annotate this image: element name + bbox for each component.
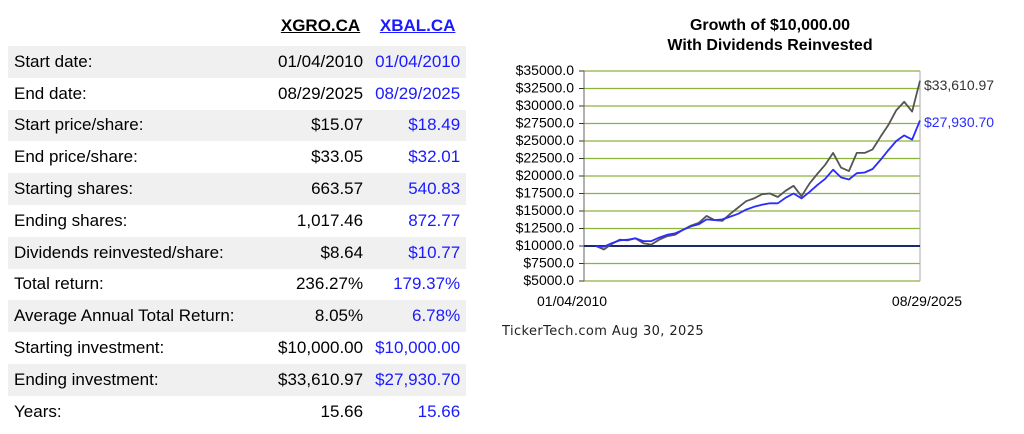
chart-credit: TickerTech.com Aug 30, 2025 <box>502 324 705 339</box>
comparison-table: XGRO.CA XBAL.CA Start date: 01/04/2010 01/… <box>8 10 467 428</box>
xgro-value: 8.05% <box>272 300 370 333</box>
xbal-value: $18.49 <box>369 109 467 142</box>
y-tick-label: $20000.0 <box>516 167 575 183</box>
y-tick-label: $35000.0 <box>516 62 575 78</box>
row-label: End price/share: <box>14 147 138 167</box>
row-label: Ending investment: <box>8 363 272 396</box>
table-row: Dividends reinvested/share: $8.64 $10.77 <box>8 236 467 269</box>
xbal-value: 6.78% <box>369 300 467 333</box>
end-value-label: $33,610.97 <box>924 77 994 93</box>
xgro-value: $8.64 <box>272 236 370 269</box>
table-row: Average Annual Total Return: 8.05% 6.78% <box>8 300 467 333</box>
xgro-value: 01/04/2010 <box>272 46 370 78</box>
table-row: Years: 15.66 15.66 <box>8 396 466 428</box>
series-line-2 <box>595 120 921 248</box>
y-tick-label: $10000.0 <box>516 237 575 253</box>
table-row: End price/share: $33.05 $32.01 <box>8 141 466 173</box>
row-label: Average Annual Total Return: <box>8 300 272 333</box>
xbal-value: 872.77 <box>408 210 461 230</box>
row-label: Ending shares: <box>14 210 128 230</box>
row-label: Dividends reinvested/share: <box>8 236 272 269</box>
row-label: Years: <box>14 401 62 421</box>
xgro-value: $33,610.97 <box>272 363 370 396</box>
column-header-xgro[interactable]: XGRO.CA <box>280 16 361 35</box>
y-tick-label: $25000.0 <box>516 132 575 148</box>
xbal-value: $10.77 <box>369 236 467 269</box>
end-value-label: $27,930.70 <box>924 114 994 130</box>
row-label: Start date: <box>8 46 272 78</box>
xbal-value: $27,930.70 <box>369 363 467 396</box>
xgro-value: 663.57 <box>272 173 370 205</box>
row-label: End date: <box>14 83 87 103</box>
table-row: End date: 08/29/2025 08/29/2025 <box>8 78 466 110</box>
xbal-value: 15.66 <box>417 401 461 421</box>
row-label: Starting shares: <box>8 173 272 205</box>
y-tick-label: $22500.0 <box>516 150 575 166</box>
table-row: Ending shares: 1,017.46 872.77 <box>8 205 466 237</box>
x-start-label: 01/04/2010 <box>537 293 607 309</box>
xgro-value: $33.05 <box>311 147 364 167</box>
y-tick-label: $27500.0 <box>516 115 575 131</box>
xbal-value: 540.83 <box>369 173 467 205</box>
series-line-1 <box>595 80 921 251</box>
table-row: Start date: 01/04/2010 01/04/2010 <box>8 46 467 78</box>
xbal-value: $10,000.00 <box>375 338 461 358</box>
chart-title-main: Growth of $10,000.00 <box>689 17 851 34</box>
y-tick-label: $32500.0 <box>516 80 575 96</box>
y-tick-label: $17500.0 <box>516 185 575 201</box>
xgro-value: $15.07 <box>272 109 370 142</box>
y-tick-label: $12500.0 <box>516 220 575 236</box>
xgro-value: 15.66 <box>320 401 364 421</box>
y-tick-label: $30000.0 <box>516 97 575 113</box>
xbal-value: 179.37% <box>393 274 461 294</box>
table-row: Ending investment: $33,610.97 $27,930.70 <box>8 363 467 396</box>
row-label: Start price/share: <box>8 109 272 142</box>
xgro-value: $10,000.00 <box>278 338 364 358</box>
column-header-xbal[interactable]: XBAL.CA <box>379 16 456 35</box>
xbal-value: $32.01 <box>408 147 461 167</box>
table-row: Starting investment: $10,000.00 $10,000.00 <box>8 332 466 364</box>
row-label: Starting investment: <box>14 338 165 358</box>
x-end-label: 08/29/2025 <box>892 293 962 309</box>
y-tick-label: $7500.0 <box>523 255 574 271</box>
xbal-value: 01/04/2010 <box>369 46 467 78</box>
xgro-value: 1,017.46 <box>296 210 364 230</box>
row-label: Total return: <box>14 274 104 294</box>
y-tick-label: $15000.0 <box>516 202 575 218</box>
table-row: Total return: 236.27% 179.37% <box>8 269 466 301</box>
table-row: Start price/share: $15.07 $18.49 <box>8 109 467 142</box>
table-row: Starting shares: 663.57 540.83 <box>8 173 467 205</box>
chart-title-sub: With Dividends Reinvested <box>667 37 873 54</box>
xgro-value: 08/29/2025 <box>278 83 364 103</box>
y-tick-label: $5000.0 <box>523 272 574 288</box>
xbal-value: 08/29/2025 <box>375 83 461 103</box>
chart-title: Growth of $10,000.00 With Dividends Rein… <box>590 16 950 56</box>
xgro-value: 236.27% <box>295 274 364 294</box>
